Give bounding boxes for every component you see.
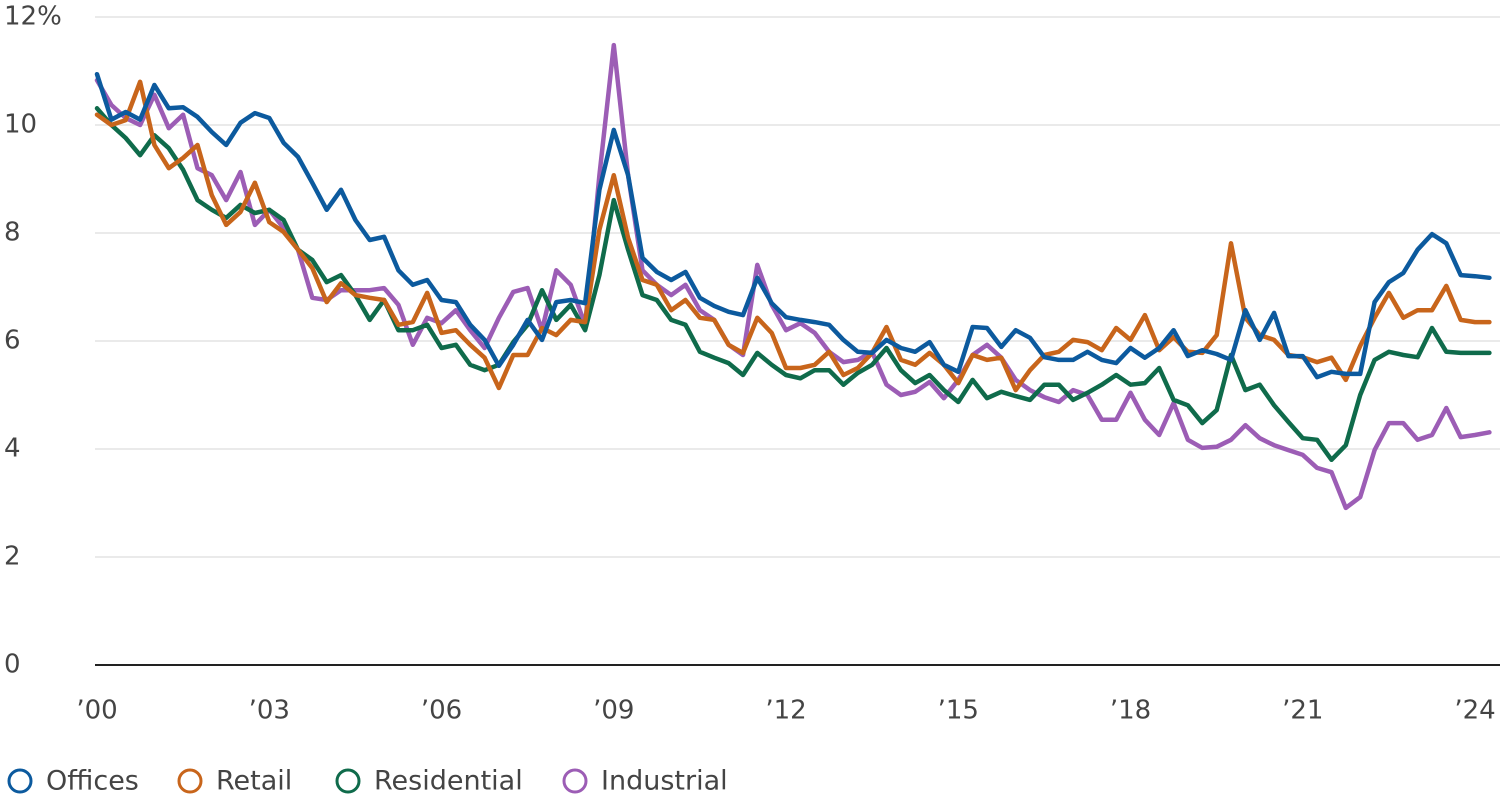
x-tick-label: ’00 (76, 696, 117, 726)
y-tick-label: 8 (4, 218, 21, 248)
legend-marker (335, 768, 361, 794)
legend-marker (177, 768, 203, 794)
x-tick-label: ’18 (1110, 696, 1151, 726)
y-tick-label: 0 (4, 650, 21, 680)
y-tick-label: 2 (4, 542, 21, 572)
y-tick-label: 4 (4, 434, 21, 464)
legend-label: Industrial (601, 766, 728, 797)
legend-marker (7, 768, 33, 794)
x-tick-label: ’24 (1454, 696, 1495, 726)
x-tick-label: ’12 (765, 696, 806, 726)
y-tick-label: 12% (4, 2, 62, 32)
y-tick-label: 6 (4, 326, 21, 356)
x-tick-label: ’03 (249, 696, 290, 726)
x-tick-label: ’15 (938, 696, 979, 726)
y-tick-label: 10 (4, 110, 37, 140)
legend-marker (562, 768, 588, 794)
series-line (94, 71, 1492, 380)
legend-label: Retail (216, 766, 292, 797)
x-tick-label: ’21 (1282, 696, 1323, 726)
series-line (94, 106, 1492, 463)
series-line (94, 42, 1492, 511)
series-line (94, 79, 1492, 393)
legend-label: Offices (46, 766, 139, 797)
x-tick-label: ’09 (593, 696, 634, 726)
legend-label: Residential (374, 766, 523, 797)
x-tick-label: ’06 (421, 696, 462, 726)
